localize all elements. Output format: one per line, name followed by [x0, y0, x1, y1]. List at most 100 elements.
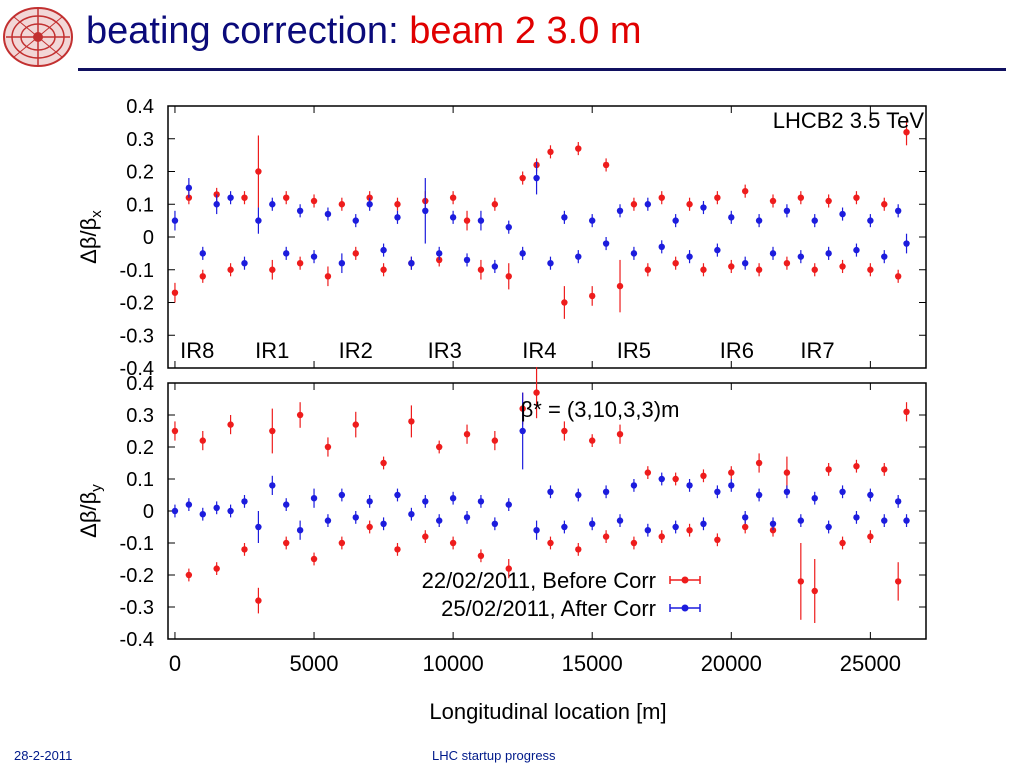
data-point-bottom — [903, 517, 910, 524]
y-tick-label-bottom: -0.2 — [120, 565, 154, 587]
y-axis-label-top: Δβ/βx — [76, 210, 105, 264]
y-tick-label-top: -0.2 — [120, 293, 154, 315]
data-point-top — [714, 194, 721, 201]
data-point-bottom — [380, 459, 387, 467]
data-point-bottom — [519, 427, 526, 435]
data-point-top — [630, 201, 638, 208]
ir-label: IR7 — [800, 338, 834, 363]
data-point-bottom — [310, 555, 318, 563]
x-tick-label: 5000 — [290, 651, 339, 676]
x-tick-label: 10000 — [423, 651, 484, 676]
data-point-bottom — [366, 498, 373, 505]
data-point-top — [449, 194, 457, 201]
data-point-bottom — [547, 488, 554, 495]
data-point-bottom — [505, 565, 512, 572]
data-point-bottom — [366, 523, 373, 531]
data-point-top — [853, 194, 860, 201]
x-tick-label: 0 — [169, 651, 181, 676]
data-point-top — [811, 266, 818, 273]
data-point-bottom — [797, 517, 805, 524]
x-tick-label: 25000 — [840, 651, 901, 676]
data-point-bottom — [449, 539, 457, 547]
slide-title: beating correction: beam 2 3.0 m — [86, 6, 642, 56]
data-point-top — [741, 187, 749, 195]
data-point-top — [394, 214, 401, 221]
data-point-top — [589, 292, 596, 300]
data-point-top — [561, 299, 568, 306]
data-point-bottom — [714, 536, 721, 543]
data-point-top — [686, 253, 693, 260]
data-point-bottom — [338, 491, 346, 499]
data-point-top — [867, 217, 874, 224]
data-point-bottom — [449, 495, 457, 502]
data-point-top — [728, 263, 735, 270]
beta-beating-chart: 0.4 0.3 0.2 0.1 0 -0.1 -0.2 -0.3 -0.4 Δβ/βx LHCB2 … — [76, 96, 927, 724]
data-point-bottom — [686, 527, 693, 534]
data-point-top — [352, 217, 359, 224]
y-tick-label-bottom: -0.1 — [120, 533, 154, 555]
data-point-top — [797, 253, 805, 260]
ir-label: IR6 — [720, 338, 754, 363]
data-point-top — [241, 194, 248, 201]
legend-marker — [681, 604, 689, 612]
data-point-bottom — [296, 527, 304, 534]
data-point-bottom — [380, 520, 387, 527]
legend-label: 25/02/2011, After Corr — [441, 596, 656, 621]
y-tick-label-top: -0.4 — [120, 358, 154, 380]
data-point-bottom — [797, 578, 805, 585]
data-point-top — [477, 266, 485, 273]
data-point-bottom — [672, 475, 679, 483]
data-point-top — [630, 250, 638, 257]
data-point-bottom — [575, 546, 582, 553]
data-point-top — [700, 266, 707, 273]
data-point-bottom — [853, 514, 860, 521]
data-point-bottom — [241, 546, 248, 553]
footer-title: LHC startup progress — [432, 748, 556, 763]
data-point-top — [338, 201, 346, 208]
data-point-bottom — [394, 491, 401, 499]
data-point-top — [255, 168, 262, 175]
data-point-bottom — [436, 517, 443, 524]
data-point-top — [241, 260, 248, 267]
data-point-bottom — [630, 482, 638, 489]
data-point-bottom — [903, 408, 910, 415]
data-point-bottom — [394, 546, 401, 553]
data-point-bottom — [630, 539, 638, 547]
data-point-top — [436, 250, 443, 257]
data-point-top — [644, 201, 652, 208]
data-point-bottom — [491, 437, 499, 444]
data-point-bottom — [658, 475, 665, 483]
data-point-bottom — [811, 495, 818, 502]
data-point-top — [686, 201, 693, 208]
data-point-top — [825, 250, 832, 257]
data-point-top — [338, 260, 346, 267]
data-point-bottom — [185, 571, 193, 579]
data-point-top — [700, 204, 707, 211]
ir-label: IR8 — [180, 338, 214, 363]
y-tick-label-bottom: 0.2 — [126, 437, 154, 459]
data-point-top — [171, 217, 179, 224]
data-point-top — [755, 217, 763, 224]
data-point-bottom — [533, 389, 540, 396]
data-point-top — [769, 250, 777, 257]
data-point-top — [903, 129, 910, 136]
data-point-bottom — [422, 533, 429, 540]
data-point-top — [463, 217, 471, 224]
data-point-top — [519, 174, 526, 182]
data-point-top — [519, 250, 526, 257]
data-point-bottom — [658, 533, 665, 540]
data-point-bottom — [199, 511, 206, 518]
data-point-bottom — [783, 469, 791, 476]
data-point-top — [825, 197, 832, 205]
data-point-bottom — [881, 466, 888, 473]
data-point-top — [839, 210, 846, 218]
data-point-bottom — [310, 495, 318, 502]
data-point-bottom — [227, 507, 234, 515]
data-point-bottom — [296, 411, 304, 419]
data-point-top — [422, 207, 429, 214]
data-point-top — [894, 207, 902, 214]
data-point-bottom — [463, 514, 471, 521]
data-point-top — [269, 201, 276, 208]
data-point-top — [903, 240, 910, 247]
data-point-top — [352, 250, 359, 257]
